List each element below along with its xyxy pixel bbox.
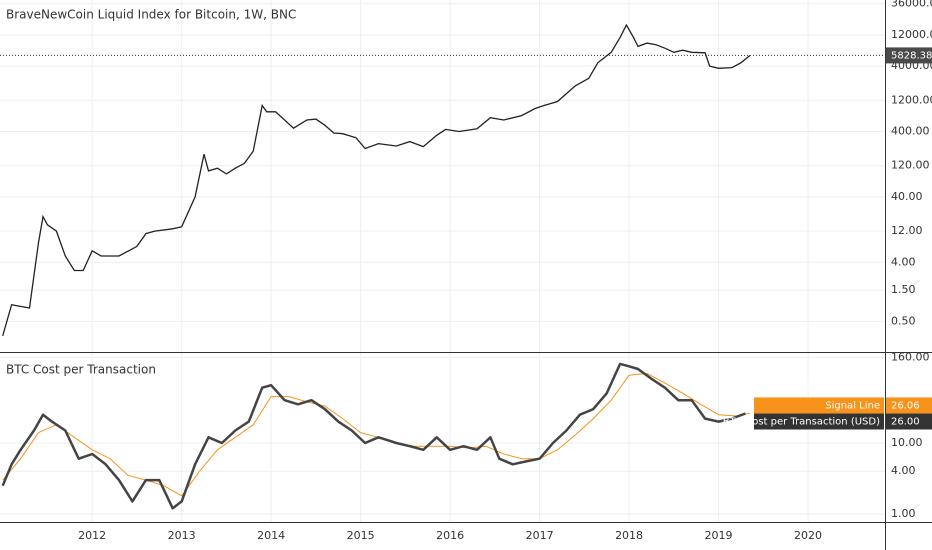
series-name: BTC Cost per Transaction (USD) [723, 416, 880, 427]
y-tick-label: 12.00 [891, 224, 923, 237]
series-value: 26.06 [891, 400, 920, 411]
y-tick-label: 400.00 [891, 124, 930, 137]
series-value-tag [886, 397, 932, 414]
x-tick-label: 2015 [347, 529, 375, 542]
y-tick-label: 120.00 [891, 159, 930, 172]
series-name: Signal Line [825, 400, 880, 411]
series-line [1, 362, 746, 510]
x-tick-label: 2019 [705, 529, 733, 542]
x-tick-label: 2017 [526, 529, 554, 542]
x-tick-label: 2012 [78, 529, 106, 542]
x-tick-label: 2016 [436, 529, 464, 542]
x-tick-label: 2014 [257, 529, 285, 542]
last-price-tag [886, 47, 932, 64]
plot-layer [0, 23, 885, 510]
y-tick-label: 12000.00 [891, 28, 932, 41]
y-tick-label: 1.00 [891, 507, 916, 520]
y-tick-label: 160.00 [891, 350, 930, 363]
pane-title: BTC Cost per Transaction [6, 363, 156, 377]
y-tick-label: 4.00 [891, 464, 916, 477]
chart-title: BraveNewCoin Liquid Index for Bitcoin, 1… [6, 8, 296, 22]
label-layer: 36000.0012000.004000.001200.00400.00120.… [78, 0, 932, 542]
y-tick-label: 4.00 [891, 255, 916, 268]
y-tick-label: 0.50 [891, 314, 916, 327]
x-tick-label: 2013 [168, 529, 196, 542]
x-tick-label: 2018 [615, 529, 643, 542]
y-tick-label: 36000.00 [891, 0, 932, 10]
price-line [2, 23, 751, 337]
y-tick-label: 40.00 [891, 190, 923, 203]
y-tick-label: 1200.00 [891, 93, 932, 106]
y-tick-label: 10.00 [891, 436, 923, 449]
series-value: 26.00 [891, 416, 920, 427]
series-name-tag [754, 413, 884, 430]
series-name-tag [754, 397, 884, 414]
grid-layer [0, 0, 885, 522]
x-tick-label: 2020 [794, 529, 822, 542]
last-price-label: 5828.38 [891, 50, 932, 61]
y-tick-label: 1.50 [891, 283, 916, 296]
series-value-tag [886, 413, 932, 430]
